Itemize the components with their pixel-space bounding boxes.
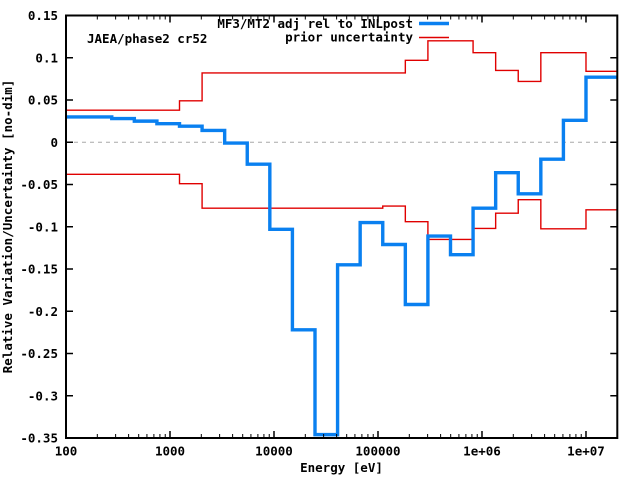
y-tick-label: -0.3 [28, 388, 58, 403]
series-path-0 [66, 40, 618, 111]
legend-label-adjustment: MF3/MT2 adj rel to INLpost [217, 16, 413, 31]
y-axis-title: Relative Variation/Uncertainty [no-dim] [0, 80, 15, 374]
y-tick-label: 0.05 [28, 93, 58, 108]
series-path-2 [66, 75, 618, 437]
y-tick-label: -0.15 [20, 262, 58, 277]
plot-border [65, 14, 619, 439]
legend-label-prior-uncertainty: prior uncertainty [285, 30, 413, 45]
x-tick-label: 10000 [255, 444, 293, 459]
series-group [66, 40, 618, 437]
y-tick-label: 0.1 [35, 50, 58, 65]
y-tick-label: -0.25 [20, 346, 58, 361]
x-tick-label: 100 [55, 444, 78, 459]
x-tick-label: 1e+06 [463, 444, 501, 459]
tick-label-group: 100 1000 10000 100000 1e+06 1e+07 0.15 0.1 0.05 0… [20, 8, 604, 459]
y-tick-label: 0.15 [28, 8, 58, 23]
plot-annotation: JAEA/phase2 cr52 [87, 31, 207, 46]
y-tick-label: -0.35 [20, 431, 58, 446]
x-tick-label: 1e+07 [567, 444, 605, 459]
y-tick-label: -0.1 [28, 219, 58, 234]
series-path-1 [66, 173, 618, 241]
x-tick-label: 1000 [155, 444, 185, 459]
axes-frame-group [65, 14, 619, 439]
x-tick-label: 100000 [355, 444, 400, 459]
y-tick-label: -0.2 [28, 304, 58, 319]
legend: MF3/MT2 adj rel to INLpost prior uncerta… [217, 16, 449, 45]
x-axis-title: Energy [eV] [300, 460, 383, 475]
y-tick-label: 0 [50, 135, 58, 150]
y-tick-label: -0.05 [20, 177, 58, 192]
